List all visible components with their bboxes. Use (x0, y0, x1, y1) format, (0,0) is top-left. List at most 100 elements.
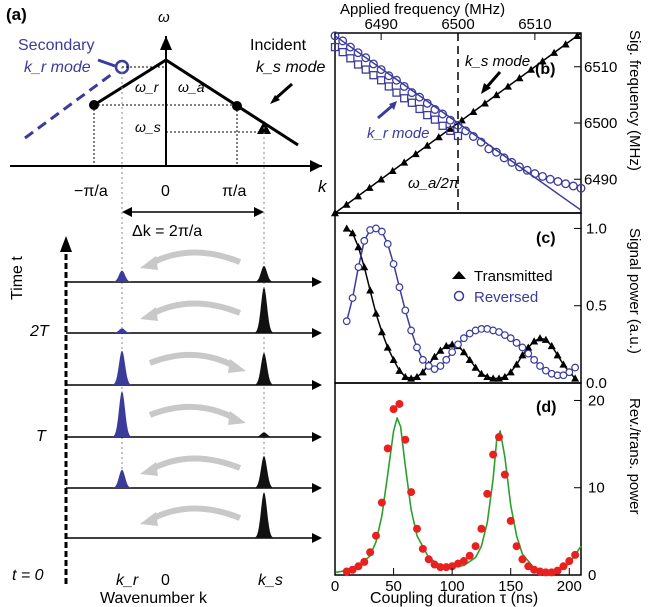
omega-axis-arrowhead (160, 36, 172, 50)
panel-c-right-ticks: 0.0 0.5 1.0 (574, 220, 607, 392)
omega-s-label: ω_s (135, 119, 161, 135)
delta-k-label: Δk = 2π/a (132, 223, 202, 240)
circle-marker (524, 349, 533, 358)
square-marker (353, 60, 363, 69)
triangle-marker (530, 337, 539, 345)
triangle-marker (561, 40, 570, 48)
secondary-label-line1: Secondary (18, 37, 95, 54)
triangle-marker (459, 348, 468, 356)
circle-marker (571, 363, 580, 372)
legend-reversed-label: Reversed (474, 289, 538, 306)
triangle-marker (389, 355, 398, 364)
triangle-marker (354, 192, 363, 200)
circle-marker (499, 153, 509, 163)
wave-rows (66, 249, 322, 543)
panel-a-label: (a) (6, 5, 27, 24)
circle-marker (515, 162, 524, 172)
panel-b-label: (b) (535, 61, 555, 78)
data-point (401, 435, 410, 444)
triangle-marker (515, 74, 524, 82)
data-point (465, 551, 474, 560)
circle-marker (559, 371, 568, 380)
transfer-arrow (148, 351, 238, 370)
triangle-marker (354, 243, 363, 251)
triangle-marker (489, 374, 498, 382)
panel-d-label: (d) (536, 399, 556, 416)
transfer-arrowhead (140, 462, 158, 476)
triangle-marker (512, 360, 521, 368)
panel-d: 0 10 20 0 50 100 150 200 Rev./trans. power (d)… (331, 382, 643, 607)
triangle-marker (366, 286, 375, 294)
circle-marker (536, 362, 544, 370)
kr-fit-line (334, 35, 582, 211)
ks-pulse (255, 287, 273, 333)
triangle-marker (480, 99, 489, 107)
triangle-marker (418, 368, 427, 376)
series-line (346, 227, 576, 380)
circle-marker (372, 224, 380, 233)
circle-marker (368, 59, 378, 69)
data-point (348, 565, 357, 574)
data-point (442, 563, 451, 572)
data-point (407, 488, 416, 497)
circle-marker (399, 81, 409, 91)
data-point (500, 470, 509, 479)
triangle-marker (547, 341, 556, 350)
right-tick-label: 0 (588, 567, 596, 584)
circle-marker (430, 105, 440, 114)
triangle-marker (377, 175, 386, 183)
square-marker (369, 71, 378, 80)
circle-marker (430, 365, 439, 373)
triangle-marker (348, 229, 357, 237)
circle-marker (454, 340, 462, 349)
incident-label-line2: k_s mode (256, 59, 325, 76)
circle-marker (407, 326, 416, 335)
ks-pulse (255, 492, 273, 538)
secondary-pointer-arrow (97, 58, 116, 68)
circle-marker (530, 355, 539, 364)
circle-marker (438, 109, 448, 119)
panel-c-plot (342, 224, 580, 382)
kr-pulse (113, 350, 131, 385)
triangle-marker (423, 141, 432, 149)
bottom-tick-label: 200 (557, 578, 582, 595)
right-tick-label: 6500 (584, 115, 617, 132)
panel-b-ks-arrow-head (481, 83, 491, 94)
panel-b-ylabel: Sig. frequency (MHz) (626, 30, 643, 171)
circle-marker (500, 331, 509, 339)
legend-reversed-marker (453, 290, 465, 302)
circle-marker (553, 177, 563, 186)
circle-marker (506, 334, 515, 343)
ks-pulse (255, 352, 273, 385)
circle-marker (424, 362, 433, 370)
data-point (424, 555, 433, 564)
triangle-marker (401, 372, 410, 381)
triangle-marker (342, 224, 351, 232)
top-tick-label: 6500 (441, 16, 474, 33)
triangle-marker (365, 183, 374, 191)
circle-marker (407, 88, 417, 98)
incident-label-line1: Incident (250, 37, 307, 54)
wave-row-arrowhead (312, 483, 322, 493)
bottom-tick-label: 100 (440, 578, 465, 595)
square-marker (453, 131, 463, 141)
panel-d-right-ticks: 0 10 20 (574, 392, 605, 584)
square-marker (376, 76, 386, 85)
circle-marker (461, 126, 471, 136)
triangle-marker (469, 107, 478, 115)
data-point (536, 567, 544, 576)
data-point (383, 444, 392, 453)
panel-d-plot (334, 399, 582, 577)
data-point (506, 516, 515, 525)
circle-marker (330, 31, 340, 41)
triangle-marker (518, 351, 527, 359)
square-marker (423, 110, 432, 120)
circle-marker (353, 48, 363, 58)
square-marker (346, 54, 355, 63)
circle-marker (354, 263, 363, 271)
right-tick-label: 6490 (584, 171, 617, 188)
panel-b-right-ticks: 6490 6500 6510 (574, 59, 617, 188)
panel-d-frame (334, 382, 582, 576)
transfer-arrowhead (140, 256, 158, 270)
